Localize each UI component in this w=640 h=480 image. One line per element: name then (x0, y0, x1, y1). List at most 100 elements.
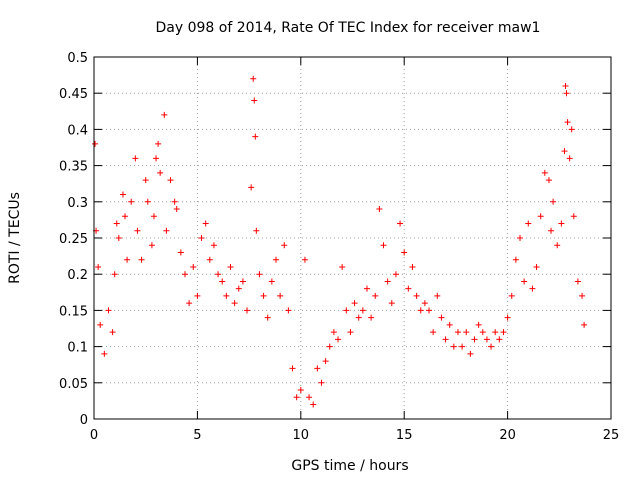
data-point (355, 314, 362, 321)
data-point (521, 278, 528, 285)
data-point (215, 271, 222, 278)
data-point (111, 271, 118, 278)
data-point (256, 271, 263, 278)
data-point (97, 321, 104, 328)
data-point (268, 278, 275, 285)
y-tick-label: 0.35 (59, 160, 88, 175)
data-point (335, 336, 342, 343)
data-point (219, 278, 226, 285)
data-point (463, 329, 470, 336)
data-point (289, 365, 296, 372)
data-point (413, 292, 420, 299)
x-tick-label: 25 (603, 428, 620, 443)
data-point (297, 387, 304, 394)
data-point (142, 177, 149, 184)
data-point (132, 155, 139, 162)
axis-ticks (93, 56, 612, 420)
data-point (450, 343, 457, 350)
y-tick-label: 0.1 (67, 341, 88, 356)
data-point (442, 336, 449, 343)
data-point (202, 220, 209, 227)
y-tick-labels: 0 0.05 0.1 0.15 0.2 0.25 0.3 0.35 0.4 0.45 0.5 (59, 51, 88, 428)
plot-frame (93, 56, 612, 420)
x-tick-label: 15 (396, 428, 413, 443)
data-point (405, 285, 412, 292)
data-point (330, 329, 337, 336)
data-point (148, 242, 155, 249)
data-point (363, 285, 370, 292)
data-point (417, 307, 424, 314)
data-point (392, 271, 399, 278)
data-point (227, 263, 234, 270)
data-point (314, 365, 321, 372)
data-point (231, 300, 238, 307)
data-point (504, 314, 511, 321)
data-point (95, 263, 102, 270)
data-point (153, 155, 160, 162)
data-point (454, 329, 461, 336)
data-point (92, 140, 99, 147)
data-point (173, 206, 180, 213)
data-point (119, 191, 126, 198)
y-axis-label: ROTI / TECUs (7, 192, 23, 284)
data-point (318, 379, 325, 386)
x-tick-label: 20 (499, 428, 516, 443)
data-point (281, 242, 288, 249)
data-point (563, 90, 570, 97)
data-point (134, 227, 141, 234)
data-point (248, 184, 255, 191)
data-point (155, 140, 162, 147)
data-point (579, 292, 586, 299)
data-point (157, 169, 164, 176)
data-point (384, 278, 391, 285)
grid (94, 57, 611, 419)
data-point (541, 169, 548, 176)
data-point (306, 394, 313, 401)
data-point (483, 336, 490, 343)
data-point (285, 307, 292, 314)
scatter-points (92, 75, 588, 408)
y-tick-label: 0.25 (59, 232, 88, 247)
x-tick-label: 0 (90, 428, 98, 443)
data-point (167, 177, 174, 184)
data-point (388, 300, 395, 307)
data-point (161, 111, 168, 118)
data-point (529, 285, 536, 292)
data-point (380, 242, 387, 249)
data-point (434, 292, 441, 299)
data-point (508, 292, 515, 299)
data-point (397, 220, 404, 227)
data-point (326, 343, 333, 350)
y-tick-label: 0 (80, 413, 88, 428)
data-point (558, 220, 565, 227)
data-point (537, 213, 544, 220)
data-point (561, 148, 568, 155)
data-point (525, 220, 532, 227)
y-tick-label: 0.15 (59, 304, 88, 319)
data-point (581, 321, 588, 328)
data-point (351, 300, 358, 307)
data-point (533, 263, 540, 270)
data-point (109, 329, 116, 336)
data-point (554, 242, 561, 249)
data-point (194, 292, 201, 299)
data-point (368, 314, 375, 321)
data-point (150, 213, 157, 220)
data-point (570, 213, 577, 220)
data-point (438, 314, 445, 321)
data-point (421, 300, 428, 307)
data-point (198, 235, 205, 241)
data-point (322, 358, 329, 365)
data-point (190, 263, 197, 270)
data-point (339, 263, 346, 270)
x-tick-label: 10 (293, 428, 310, 443)
data-point (343, 307, 350, 314)
data-point (574, 278, 581, 285)
y-tick-label: 0.3 (67, 196, 88, 211)
data-point (550, 198, 557, 205)
data-point (244, 307, 251, 314)
data-point (564, 119, 571, 126)
data-point (253, 227, 260, 234)
data-point (239, 278, 246, 285)
